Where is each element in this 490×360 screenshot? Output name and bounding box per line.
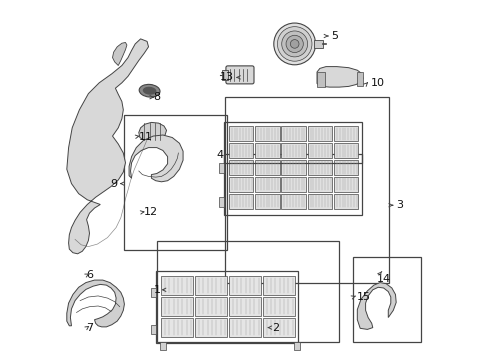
Circle shape	[274, 23, 316, 65]
FancyBboxPatch shape	[226, 66, 254, 84]
Circle shape	[282, 31, 308, 57]
Text: 1: 1	[153, 285, 160, 295]
Bar	[219, 163, 224, 173]
Text: 2: 2	[272, 323, 279, 333]
Bar	[196, 297, 227, 316]
Bar	[229, 194, 253, 209]
PathPatch shape	[317, 67, 363, 87]
Bar	[263, 276, 294, 295]
Bar	[255, 126, 280, 141]
Text: 7: 7	[86, 323, 93, 333]
Bar	[281, 143, 306, 158]
Bar	[281, 126, 306, 141]
Bar	[334, 143, 358, 158]
Bar	[263, 318, 294, 337]
Circle shape	[291, 40, 299, 48]
Text: 12: 12	[144, 207, 158, 217]
Bar	[162, 276, 193, 295]
Bar	[229, 160, 253, 175]
PathPatch shape	[139, 122, 167, 140]
Bar	[281, 177, 306, 192]
Ellipse shape	[143, 87, 156, 95]
Bar	[281, 194, 306, 209]
Bar	[334, 177, 358, 192]
PathPatch shape	[113, 42, 127, 66]
Bar	[308, 177, 332, 192]
Bar	[255, 160, 280, 175]
Text: 5: 5	[331, 31, 339, 41]
Text: 10: 10	[371, 78, 385, 88]
Bar	[334, 160, 358, 175]
Bar	[229, 126, 253, 141]
PathPatch shape	[67, 280, 124, 327]
Bar	[353, 257, 421, 342]
Bar	[334, 126, 358, 141]
PathPatch shape	[357, 283, 396, 329]
Bar	[229, 177, 253, 192]
Bar	[229, 297, 261, 316]
Bar	[263, 297, 294, 316]
Text: 8: 8	[153, 92, 160, 102]
Bar	[255, 177, 280, 192]
Bar	[151, 288, 156, 297]
Text: 15: 15	[357, 292, 370, 302]
Bar	[219, 197, 224, 207]
Bar	[308, 160, 332, 175]
Bar	[317, 72, 325, 87]
PathPatch shape	[129, 135, 183, 182]
Bar	[157, 241, 339, 342]
Bar	[160, 342, 166, 350]
Ellipse shape	[139, 84, 160, 97]
Bar	[334, 194, 358, 209]
Bar	[225, 97, 389, 283]
Bar	[229, 318, 261, 337]
Text: 9: 9	[110, 179, 117, 189]
Bar	[308, 143, 332, 158]
Text: 3: 3	[396, 200, 403, 210]
PathPatch shape	[67, 39, 148, 254]
Text: 4: 4	[216, 150, 223, 160]
Bar	[255, 194, 280, 209]
Text: 14: 14	[376, 274, 391, 284]
Bar	[294, 342, 300, 350]
Bar	[151, 325, 156, 334]
Circle shape	[286, 35, 303, 53]
Bar	[124, 115, 227, 250]
Circle shape	[277, 27, 312, 61]
Bar	[315, 40, 323, 48]
Bar	[221, 70, 228, 80]
Bar	[308, 194, 332, 209]
Text: 13: 13	[220, 72, 234, 82]
Bar	[308, 126, 332, 141]
Bar	[162, 297, 193, 316]
Bar	[196, 318, 227, 337]
Bar	[255, 143, 280, 158]
Text: 6: 6	[86, 270, 93, 280]
Bar	[229, 143, 253, 158]
Bar	[196, 276, 227, 295]
Bar	[229, 276, 261, 295]
Bar	[281, 160, 306, 175]
Bar	[357, 72, 363, 86]
Text: 11: 11	[139, 132, 153, 142]
Bar	[162, 318, 193, 337]
